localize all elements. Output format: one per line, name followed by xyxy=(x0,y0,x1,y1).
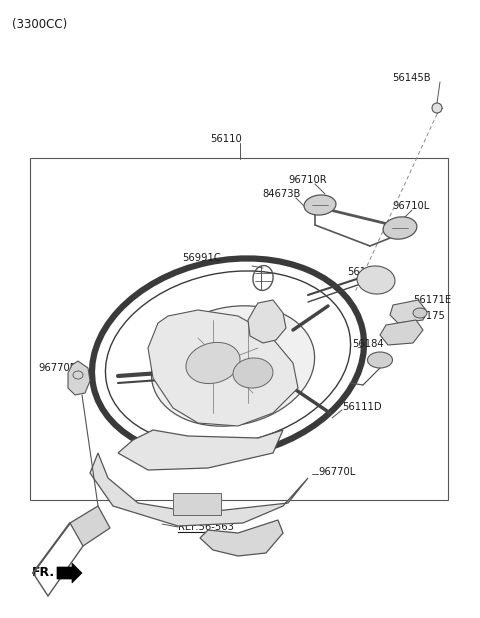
Polygon shape xyxy=(70,506,110,546)
Text: REF.56-563: REF.56-563 xyxy=(178,522,234,532)
Ellipse shape xyxy=(432,103,442,113)
Text: 56175: 56175 xyxy=(413,311,445,321)
Text: 56145B: 56145B xyxy=(392,73,431,83)
Ellipse shape xyxy=(186,342,240,384)
Text: 56171E: 56171E xyxy=(413,295,451,305)
Ellipse shape xyxy=(413,308,427,318)
Text: 96770L: 96770L xyxy=(318,467,355,477)
Bar xyxy=(173,493,221,515)
Text: 56184: 56184 xyxy=(352,339,384,349)
Text: 56110: 56110 xyxy=(210,134,242,144)
Text: 56111D: 56111D xyxy=(342,402,382,412)
Ellipse shape xyxy=(151,306,314,426)
Ellipse shape xyxy=(357,266,395,294)
Polygon shape xyxy=(90,453,308,526)
Text: 96770R: 96770R xyxy=(38,363,77,373)
Polygon shape xyxy=(200,520,283,556)
Bar xyxy=(30,158,448,500)
Text: 56991C: 56991C xyxy=(182,253,221,263)
Text: 84673B: 84673B xyxy=(262,189,300,199)
Polygon shape xyxy=(390,300,426,323)
Polygon shape xyxy=(118,430,283,470)
Ellipse shape xyxy=(106,271,350,445)
Polygon shape xyxy=(248,300,286,343)
Polygon shape xyxy=(148,310,298,426)
Text: 96710R: 96710R xyxy=(288,175,326,185)
Ellipse shape xyxy=(368,352,393,368)
Polygon shape xyxy=(68,361,90,395)
Text: (3300CC): (3300CC) xyxy=(12,18,67,31)
Ellipse shape xyxy=(304,195,336,215)
Text: FR.: FR. xyxy=(32,567,55,580)
Polygon shape xyxy=(57,563,82,583)
Text: 96710L: 96710L xyxy=(392,201,429,211)
Text: 56175A: 56175A xyxy=(347,267,386,277)
Polygon shape xyxy=(380,320,423,345)
Ellipse shape xyxy=(233,358,273,388)
Ellipse shape xyxy=(383,217,417,239)
